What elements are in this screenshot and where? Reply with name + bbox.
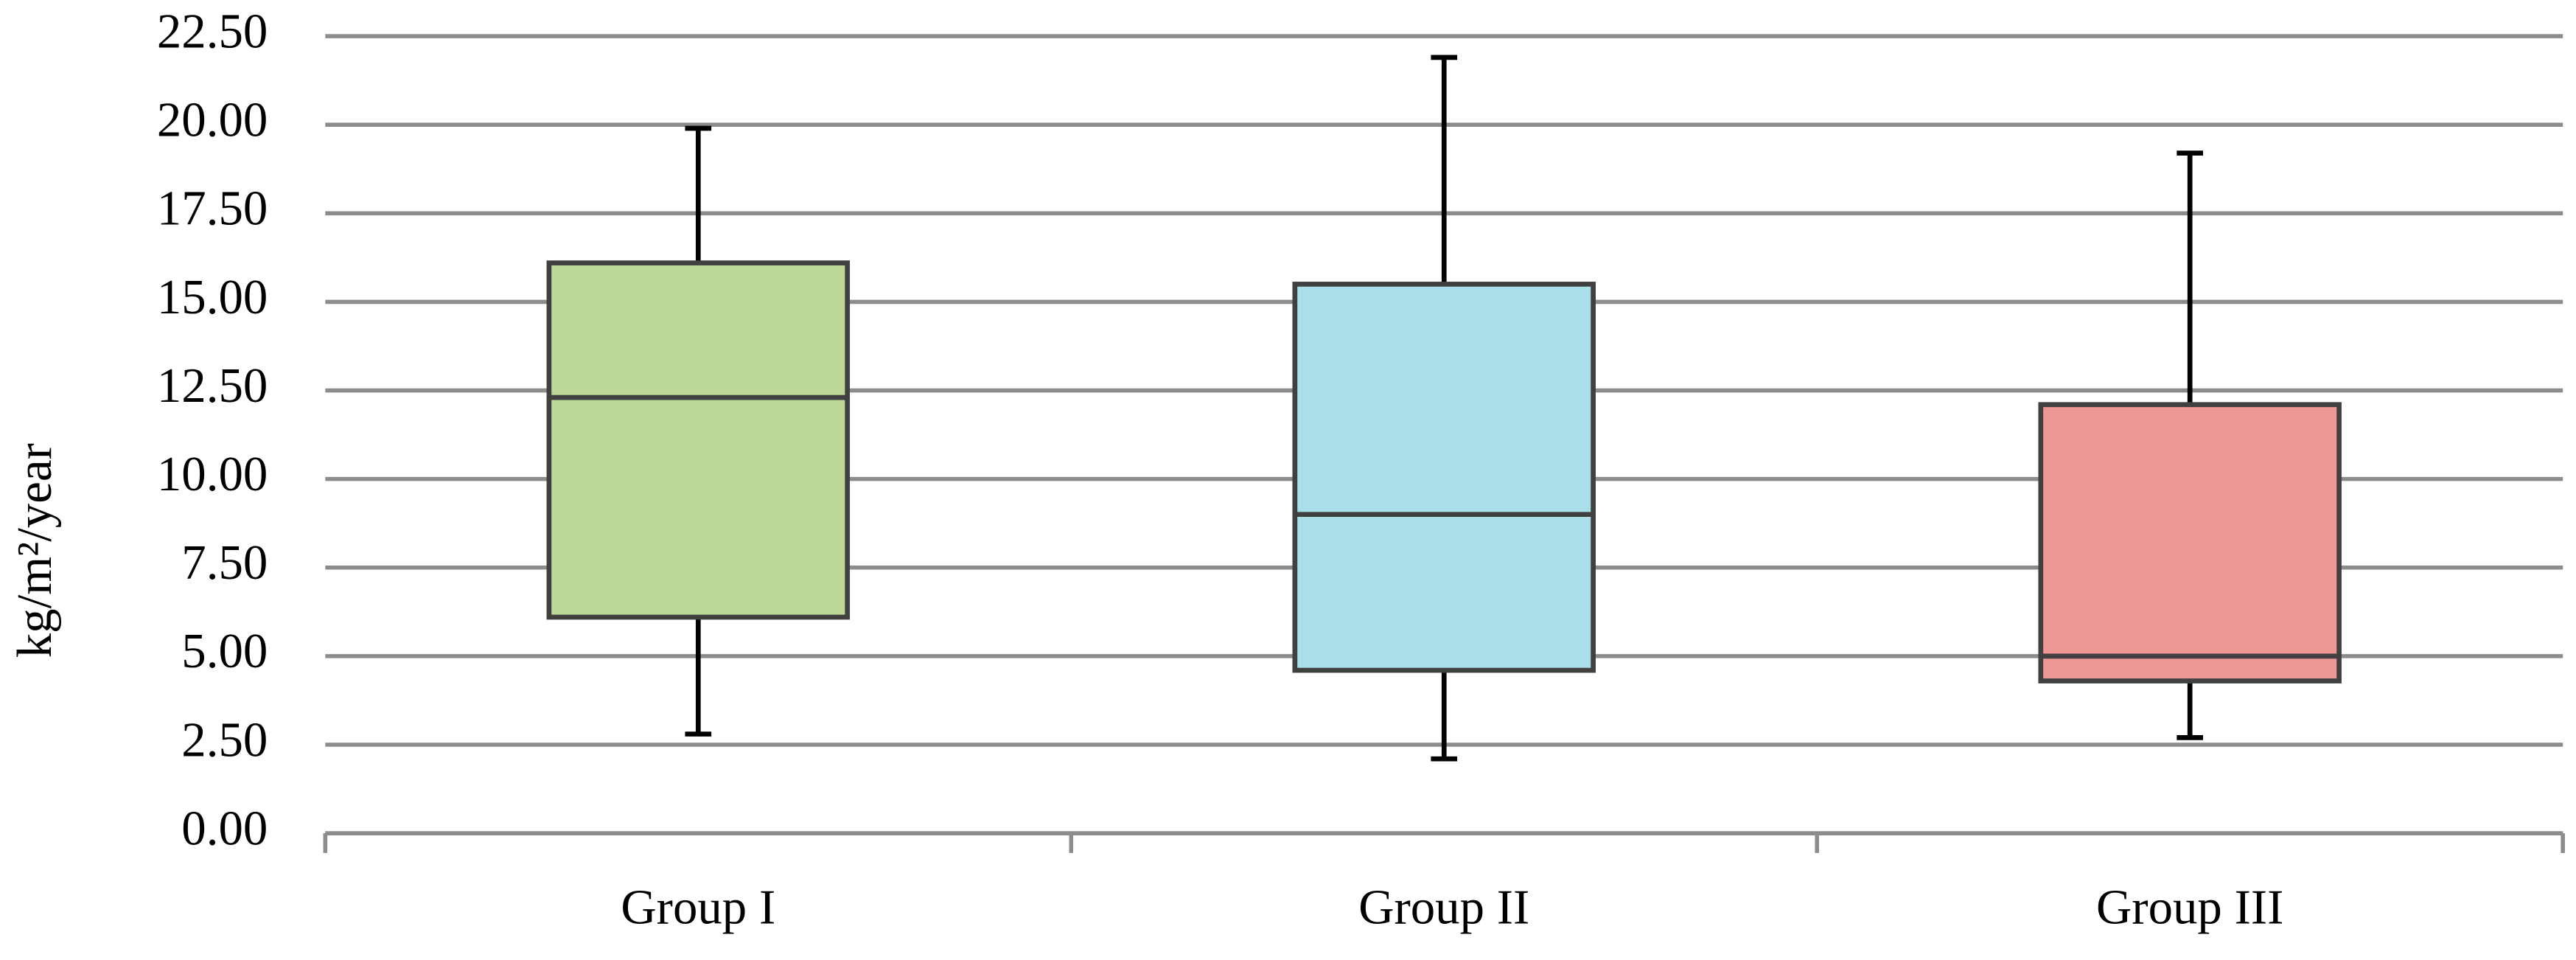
y-tick-label: 20.00 <box>157 93 268 147</box>
x-tick-label: Group II <box>1358 880 1529 934</box>
y-tick-label: 7.50 <box>181 535 268 590</box>
box <box>2038 402 2342 684</box>
y-tick-label: 5.00 <box>181 624 268 678</box>
y-tick-label: 17.50 <box>157 181 268 236</box>
y-tick-label: 15.00 <box>157 270 268 324</box>
x-tick-label: Group I <box>621 880 775 934</box>
y-tick-label: 10.00 <box>157 447 268 501</box>
box <box>546 260 851 620</box>
x-tick-label: Group III <box>2096 880 2283 934</box>
y-axis-label: kg/m²/year <box>7 443 62 658</box>
y-tick-label: 2.50 <box>181 712 268 767</box>
box <box>1292 282 1596 673</box>
y-tick-label: 0.00 <box>181 801 268 855</box>
y-tick-label: 12.50 <box>157 358 268 413</box>
y-tick-label: 22.50 <box>157 4 268 58</box>
